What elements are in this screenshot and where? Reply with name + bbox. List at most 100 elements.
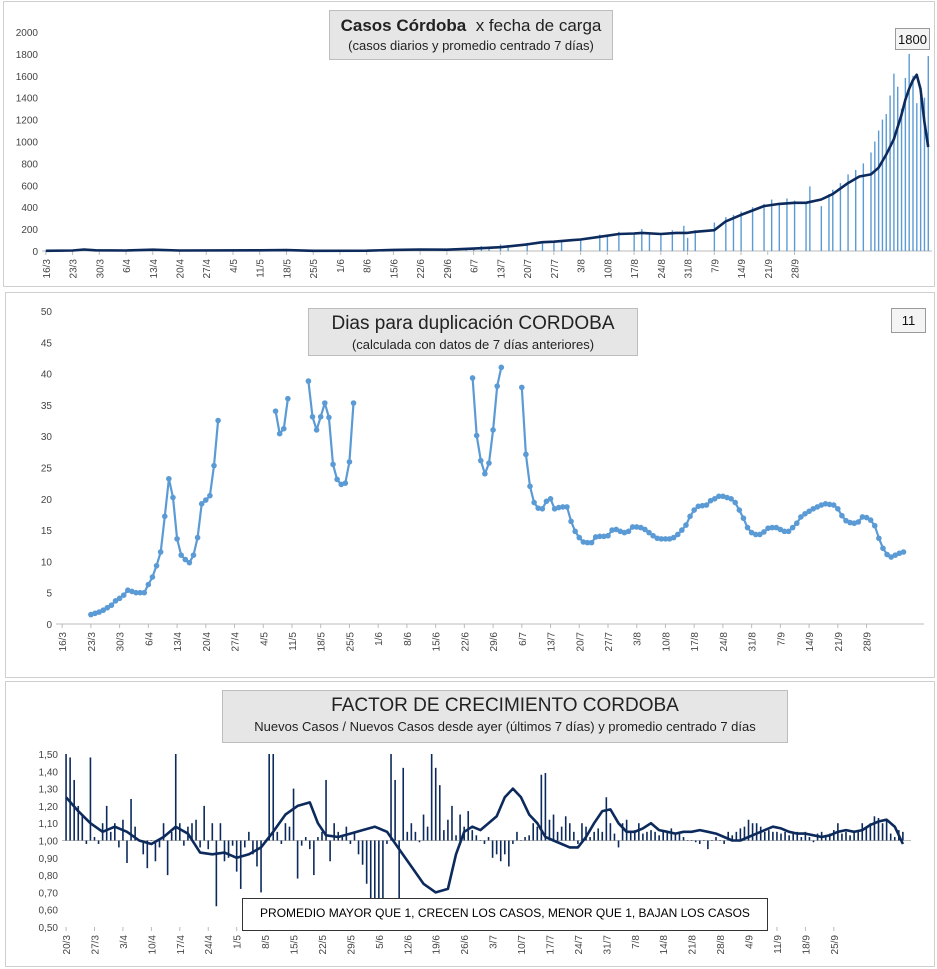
duplication-point — [174, 536, 180, 542]
y-tick-label: 1000 — [16, 138, 39, 149]
duplication-point — [342, 480, 349, 486]
duplication-point — [326, 414, 332, 421]
x-tick-label: 20/7 — [575, 632, 586, 652]
growth-factor-bar — [467, 811, 470, 841]
growth-factor-bar — [869, 823, 872, 841]
growth-factor-bar — [300, 840, 303, 846]
growth-factor-bar — [715, 837, 717, 841]
growth-factor-bar — [126, 840, 128, 863]
duplication-point — [691, 507, 697, 513]
growth-factor-bar — [443, 830, 445, 841]
x-tick-label: 26/6 — [460, 935, 471, 955]
growth-factor-bar — [694, 840, 697, 843]
x-tick-label: 21/8 — [688, 935, 699, 955]
x-tick-label: 29/6 — [443, 259, 454, 279]
growth-factor-bar — [296, 840, 299, 879]
x-tick-label: 14/9 — [805, 632, 816, 652]
growth-factor-bar — [548, 819, 551, 841]
x-tick-label: 15/6 — [432, 632, 443, 652]
growth-factor-bar — [223, 840, 226, 862]
y-tick-label: 1,30 — [39, 785, 59, 796]
y-tick-label: 0,90 — [39, 854, 59, 865]
growth-factor-bar — [678, 831, 681, 841]
x-tick-label: 16/3 — [42, 259, 53, 279]
duplication-point — [334, 476, 340, 483]
growth-factor-bar — [520, 840, 522, 841]
casos-title-bold: Casos Córdoba — [340, 16, 467, 35]
y-tick-label: 1,00 — [39, 837, 59, 848]
x-tick-label: 17/8 — [690, 632, 701, 652]
growth-factor-bar — [593, 831, 595, 841]
growth-factor-bar — [532, 823, 535, 841]
growth-factor-bar — [621, 823, 624, 841]
growth-factor-bar — [333, 823, 335, 841]
daily-cases-bar — [919, 88, 922, 251]
growth-factor-bar — [398, 840, 400, 919]
duplication-point — [683, 522, 689, 528]
x-tick-label: 3/4 — [119, 935, 130, 949]
growth-factor-bar — [479, 840, 482, 841]
growth-factor-bar — [698, 840, 701, 844]
x-tick-label: 3/7 — [489, 935, 500, 949]
growth-factor-bar — [824, 835, 827, 841]
daily-cases-bar — [927, 56, 929, 252]
growth-factor-bar — [674, 833, 677, 841]
duplication-point — [317, 413, 324, 420]
growth-factor-bar — [629, 831, 632, 841]
duplication-point — [679, 527, 685, 533]
daily-cases-bar — [560, 240, 563, 251]
duplication-line-segment — [274, 398, 289, 435]
duplication-point — [699, 502, 706, 509]
growth-factor-bar — [378, 840, 380, 924]
growth-factor-bar — [451, 805, 453, 841]
growth-factor-bar — [881, 823, 884, 841]
duplication-point — [674, 531, 681, 538]
duplication-point — [305, 378, 312, 384]
growth-factor-bar — [146, 840, 149, 869]
duplication-point — [116, 595, 123, 602]
duplication-point — [789, 524, 796, 531]
growth-factor-bar — [568, 823, 571, 841]
factor-chart-panel: 0,50 0,60 0,70 0,80 0,90 1,00 1,10 1,20 1,30 1,40… — [5, 681, 935, 967]
duplication-point — [687, 513, 693, 520]
duplication-point — [650, 532, 656, 539]
growth-factor-bar — [658, 835, 660, 841]
duplication-point — [588, 539, 595, 546]
growth-factor-bar — [491, 840, 494, 858]
growth-factor-bar — [670, 828, 673, 841]
growth-factor-bar — [552, 814, 555, 841]
x-tick-label: 13/4 — [149, 259, 160, 279]
growth-factor-bar — [573, 831, 575, 841]
x-tick-label: 18/5 — [317, 632, 328, 652]
y-tick-label: 30 — [41, 432, 53, 443]
factor-note: PROMEDIO MAYOR QUE 1, CRECEN LOS CASOS, … — [242, 898, 768, 931]
daily-cases-bar — [606, 235, 609, 251]
growth-factor-bar — [390, 754, 392, 841]
daily-cases-bar — [805, 203, 807, 251]
duplication-point — [728, 496, 734, 502]
factor-subtitle: Nuevos Casos / Nuevos Casos desde ayer (… — [254, 719, 756, 734]
daily-cases-bar — [881, 119, 884, 251]
duplication-point — [157, 549, 164, 555]
duplication-point — [141, 589, 148, 596]
duplication-point — [711, 496, 718, 502]
growth-factor-bar — [304, 837, 307, 841]
growth-factor-bar — [772, 831, 774, 841]
duplication-point — [178, 552, 184, 558]
duplication-point — [830, 502, 837, 508]
growth-factor-bar — [410, 823, 413, 841]
growth-factor-bar — [861, 823, 864, 841]
x-tick-label: 6/4 — [144, 632, 155, 646]
growth-factor-bar — [166, 840, 169, 876]
growth-factor-bar — [682, 837, 685, 841]
x-tick-label: 27/3 — [90, 935, 101, 955]
casos-value-label: 1800 — [895, 28, 930, 50]
daily-cases-bar — [847, 174, 849, 251]
x-tick-label: 10/7 — [517, 935, 528, 955]
daily-cases-bar — [862, 163, 865, 251]
growth-factor-bar — [743, 826, 746, 841]
growth-factor-bar — [373, 840, 376, 910]
duplication-point — [285, 395, 291, 402]
daily-cases-bar — [641, 229, 643, 251]
x-tick-label: 4/5 — [259, 632, 270, 646]
